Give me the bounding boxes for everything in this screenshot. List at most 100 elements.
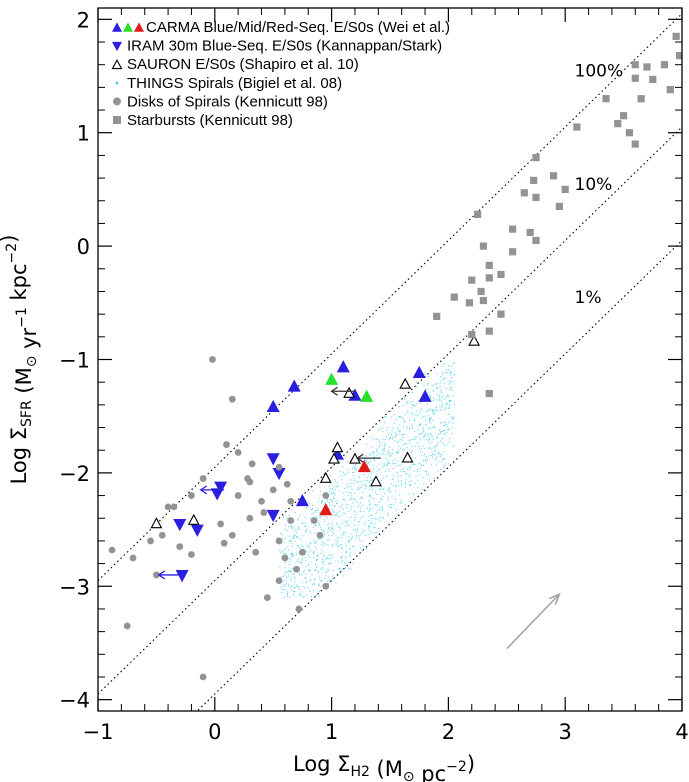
things-pixel bbox=[359, 534, 361, 536]
things-pixel bbox=[395, 465, 397, 467]
things-pixel bbox=[453, 395, 455, 397]
things-pixel bbox=[369, 454, 371, 456]
things-pixel bbox=[343, 474, 345, 476]
things-pixel bbox=[449, 372, 451, 374]
things-pixel bbox=[392, 438, 394, 440]
things-pixel bbox=[324, 559, 326, 561]
things-pixel bbox=[405, 473, 407, 475]
things-pixel bbox=[378, 429, 380, 431]
things-pixel bbox=[364, 521, 367, 523]
things-pixel bbox=[298, 572, 300, 575]
things-pixel bbox=[305, 507, 308, 509]
things-pixel bbox=[351, 488, 353, 490]
things-pixel bbox=[415, 386, 417, 388]
things-pixel bbox=[432, 400, 434, 402]
point-5-6 bbox=[283, 480, 291, 488]
things-pixel bbox=[293, 573, 295, 575]
things-pixel bbox=[372, 508, 374, 510]
things-pixel bbox=[379, 509, 381, 511]
things-pixel bbox=[433, 427, 435, 429]
things-pixel bbox=[438, 451, 440, 453]
things-pixel bbox=[326, 500, 328, 502]
things-pixel bbox=[336, 539, 338, 541]
things-pixel bbox=[435, 463, 437, 465]
things-pixel bbox=[367, 461, 370, 464]
things-pixel bbox=[317, 559, 319, 561]
things-pixel bbox=[383, 447, 385, 449]
things-pixel bbox=[315, 542, 318, 544]
things-pixel bbox=[394, 520, 396, 523]
things-pixel bbox=[399, 431, 401, 433]
things-pixel bbox=[412, 463, 414, 466]
things-pixel bbox=[373, 456, 375, 458]
point-6-36 bbox=[497, 310, 505, 318]
things-pixel bbox=[431, 427, 433, 429]
things-pixel bbox=[418, 473, 420, 476]
things-pixel bbox=[406, 426, 408, 428]
things-pixel bbox=[432, 410, 434, 412]
things-pixel bbox=[411, 412, 413, 414]
things-pixel bbox=[351, 493, 353, 495]
things-pixel bbox=[439, 454, 441, 456]
things-pixel bbox=[316, 566, 318, 568]
things-pixel bbox=[337, 541, 339, 543]
things-pixel bbox=[417, 415, 419, 417]
things-pixel bbox=[286, 517, 289, 519]
things-pixel bbox=[403, 449, 405, 451]
things-pixel bbox=[280, 576, 282, 578]
things-pixel bbox=[432, 435, 434, 438]
things-pixel bbox=[340, 561, 343, 563]
things-pixel bbox=[448, 365, 450, 367]
things-pixel bbox=[379, 517, 381, 519]
things-pixel bbox=[388, 463, 390, 465]
things-pixel bbox=[397, 442, 399, 444]
things-pixel bbox=[368, 488, 370, 490]
things-pixel bbox=[375, 531, 377, 534]
things-pixel bbox=[349, 548, 351, 550]
things-pixel bbox=[320, 501, 323, 503]
things-pixel bbox=[323, 554, 325, 556]
point-6-40 bbox=[485, 389, 493, 398]
things-pixel bbox=[401, 469, 403, 471]
things-pixel bbox=[407, 401, 409, 403]
things-pixel bbox=[335, 514, 337, 516]
things-pixel bbox=[327, 569, 330, 572]
efficiency-line-0 bbox=[98, 13, 682, 581]
things-pixel bbox=[372, 454, 374, 456]
things-pixel bbox=[387, 460, 389, 462]
things-pixel bbox=[353, 475, 355, 477]
things-pixel bbox=[355, 511, 357, 513]
things-pixel bbox=[329, 557, 331, 559]
things-pixel bbox=[415, 414, 417, 416]
series-2 bbox=[319, 459, 371, 516]
things-pixel bbox=[443, 451, 445, 453]
things-pixel bbox=[443, 425, 445, 427]
things-pixel bbox=[287, 592, 289, 594]
things-pixel bbox=[323, 519, 325, 521]
things-pixel bbox=[290, 540, 292, 542]
things-pixel bbox=[410, 413, 412, 415]
point-5-3 bbox=[234, 449, 242, 456]
things-pixel bbox=[291, 556, 293, 558]
things-pixel bbox=[422, 436, 424, 438]
legend-item-2: SAURON E/S0s (Shapiro et al. 10) bbox=[111, 56, 359, 73]
things-pixel bbox=[341, 560, 344, 562]
point-6-19 bbox=[520, 189, 528, 197]
point-4-6 bbox=[319, 471, 332, 483]
things-pixel bbox=[409, 426, 411, 428]
things-pixel bbox=[423, 459, 425, 461]
things-pixel bbox=[373, 459, 375, 461]
things-pixel bbox=[305, 573, 307, 575]
things-pixel bbox=[439, 469, 442, 471]
series-5 bbox=[108, 356, 330, 681]
y-axis-label-part: −1 bbox=[14, 307, 30, 328]
things-pixel bbox=[440, 430, 442, 433]
things-pixel bbox=[309, 590, 311, 593]
limit-arrow-head-1 bbox=[356, 453, 364, 463]
things-pixel bbox=[405, 482, 407, 484]
things-pixel bbox=[435, 387, 437, 389]
things-pixel bbox=[422, 415, 424, 417]
things-pixel bbox=[315, 594, 317, 597]
things-pixel bbox=[334, 485, 336, 487]
things-pixel bbox=[280, 533, 282, 535]
